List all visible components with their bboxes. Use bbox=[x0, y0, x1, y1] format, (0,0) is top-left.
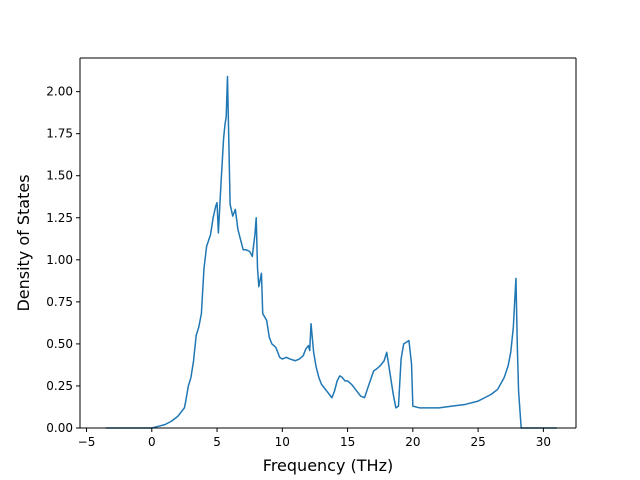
y-tick-label: 0.25 bbox=[46, 379, 73, 393]
x-tick-label: 25 bbox=[470, 435, 485, 449]
y-axis-label: Density of States bbox=[14, 174, 33, 311]
y-tick-label: 0.50 bbox=[46, 337, 73, 351]
y-tick-label: 1.75 bbox=[46, 127, 73, 141]
x-tick-label: 5 bbox=[213, 435, 221, 449]
y-tick-label: 1.50 bbox=[46, 169, 73, 183]
y-tick-label: 0.75 bbox=[46, 295, 73, 309]
axes-layer bbox=[79, 57, 577, 429]
x-axis-ticks: −5 0 5 10 15 20 25 30 bbox=[78, 428, 551, 449]
x-tick-label: 20 bbox=[405, 435, 420, 449]
plot-area bbox=[80, 58, 576, 428]
x-tick-label: 10 bbox=[275, 435, 290, 449]
series-line-0 bbox=[105, 75, 558, 429]
y-tick-label: 0.00 bbox=[46, 421, 73, 435]
y-tick-label: 1.00 bbox=[46, 253, 73, 267]
x-tick-label: 15 bbox=[340, 435, 355, 449]
y-axis-ticks: 0.00 0.25 0.50 0.75 1.00 1.25 1.50 1.75 2.00 bbox=[46, 85, 80, 435]
x-tick-label: 0 bbox=[148, 435, 156, 449]
y-tick-label: 1.25 bbox=[46, 211, 73, 225]
x-tick-label: 30 bbox=[536, 435, 551, 449]
y-tick-label: 2.00 bbox=[46, 85, 73, 99]
series-layer bbox=[105, 75, 558, 429]
x-tick-label: −5 bbox=[78, 435, 96, 449]
x-axis-label: Frequency (THz) bbox=[263, 456, 393, 475]
